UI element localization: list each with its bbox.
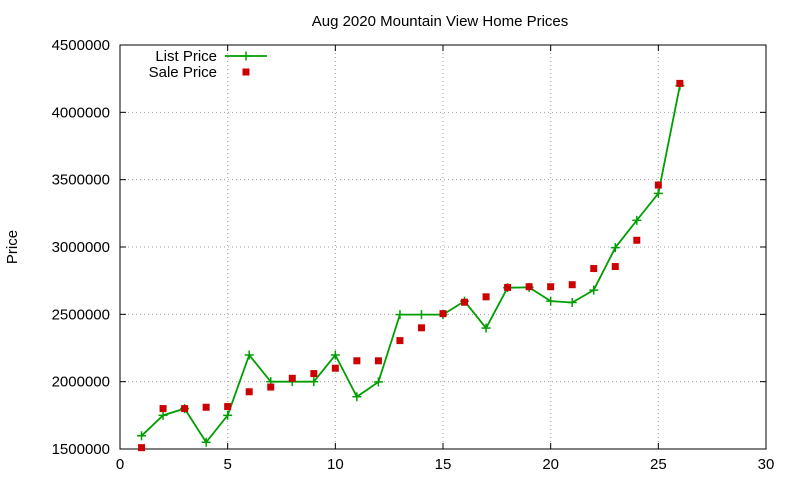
sale-price-point: [568, 281, 576, 289]
legend-label: List Price: [155, 48, 217, 65]
legend-swatch-marker: [241, 51, 251, 61]
sale-price-point: [547, 283, 555, 291]
sale-price-point: [159, 405, 167, 413]
sale-price-point: [461, 298, 469, 306]
list-price-point: [201, 437, 211, 447]
list-price-point: [330, 350, 340, 360]
x-tick-label: 15: [435, 456, 452, 473]
x-tick-label: 10: [327, 456, 344, 473]
sale-price-point: [633, 236, 641, 244]
sale-price-point: [353, 357, 361, 365]
sale-price-point: [396, 337, 404, 345]
x-tick-label: 0: [116, 456, 124, 473]
y-tick-label: 2000000: [52, 374, 110, 391]
sale-price-point: [331, 364, 339, 372]
list-price-point: [373, 377, 383, 387]
x-tick-label: 30: [758, 456, 775, 473]
x-tick-label: 5: [223, 456, 231, 473]
list-price-point: [653, 188, 663, 198]
grid-layer: [120, 45, 766, 449]
y-axis-label: Price: [4, 230, 21, 264]
list-price-point: [158, 410, 168, 420]
sale-price-point: [267, 383, 275, 391]
list-price-point: [137, 431, 147, 441]
y-tick-label: 4500000: [52, 37, 110, 54]
sale-price-point: [202, 403, 210, 411]
list-price-line: [140, 85, 681, 444]
chart-title: Aug 2020 Mountain View Home Prices: [312, 13, 569, 30]
x-tick-label: 20: [542, 456, 559, 473]
sale-price-point: [504, 283, 512, 291]
list-price-point: [309, 377, 319, 387]
axis-layer: 1500000 2000000 2500000 3000000 3500000 40000…: [52, 37, 775, 473]
x-tick-label: 25: [650, 456, 667, 473]
sale-price-point: [181, 405, 189, 413]
list-price-point: [589, 285, 599, 295]
sale-price-point: [525, 283, 533, 291]
sale-price-point: [245, 388, 253, 396]
y-tick-label: 1500000: [52, 441, 110, 458]
sale-price-point: [590, 265, 598, 273]
y-tick-label: 3000000: [52, 239, 110, 256]
y-tick-label: 3500000: [52, 172, 110, 189]
sale-price-point: [439, 310, 447, 318]
list-price-point: [567, 297, 577, 307]
sale-price-point: [310, 370, 318, 378]
y-tick-label: 4000000: [52, 104, 110, 121]
list-price-point: [395, 310, 405, 320]
y-tick-label: 2500000: [52, 306, 110, 323]
list-price-point: [223, 410, 233, 420]
sale-price-point: [611, 263, 619, 271]
sale-price-point: [224, 403, 232, 411]
list-price-point: [244, 350, 254, 360]
list-price-point: [632, 215, 642, 225]
sale-price-point: [676, 79, 684, 87]
legend-swatch-marker: [242, 68, 250, 76]
list-price-point: [416, 310, 426, 320]
list-price-point: [352, 392, 362, 402]
sale-price-point: [654, 181, 662, 189]
sale-price-point: [482, 293, 490, 301]
sale-price-point: [374, 357, 382, 365]
sale-price-point: [417, 324, 425, 332]
series-layer: [137, 79, 685, 452]
list-price-point: [546, 296, 556, 306]
sale-price-point: [138, 444, 146, 452]
sale-price-point: [288, 374, 296, 382]
list-price-point: [610, 243, 620, 253]
list-price-point: [481, 323, 491, 333]
legend-label: Sale Price: [149, 64, 217, 81]
